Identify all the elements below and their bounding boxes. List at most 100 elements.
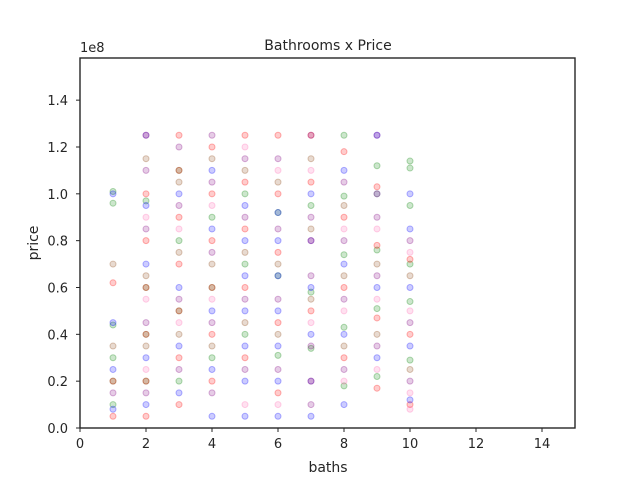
- data-point: [175, 166, 183, 174]
- data-point: [142, 401, 150, 409]
- data-point: [307, 178, 315, 186]
- data-point: [307, 202, 315, 210]
- data-point: [274, 389, 282, 397]
- data-point: [109, 405, 117, 413]
- data-point: [373, 162, 381, 170]
- data-point: [208, 283, 216, 291]
- data-point: [241, 178, 249, 186]
- data-point: [142, 342, 150, 350]
- data-point: [142, 283, 150, 291]
- data-point: [274, 155, 282, 163]
- data-point: [208, 248, 216, 256]
- data-point: [109, 190, 117, 198]
- data-point: [142, 166, 150, 174]
- data-point: [373, 295, 381, 303]
- data-point: [340, 166, 348, 174]
- data-point: [307, 295, 315, 303]
- data-point: [373, 272, 381, 280]
- data-point: [406, 396, 414, 404]
- data-point: [307, 401, 315, 409]
- data-point: [175, 354, 183, 362]
- data-point: [142, 389, 150, 397]
- data-point: [373, 314, 381, 322]
- x-axis-label: baths: [308, 460, 347, 476]
- data-point: [175, 166, 183, 174]
- data-point: [307, 237, 315, 245]
- data-point: [109, 187, 117, 195]
- y-tick-label: 0.2: [47, 375, 68, 390]
- data-point: [406, 237, 414, 245]
- data-point: [274, 225, 282, 233]
- data-point: [208, 213, 216, 221]
- data-point: [373, 213, 381, 221]
- data-point: [373, 305, 381, 313]
- data-point: [406, 190, 414, 198]
- data-point: [307, 344, 315, 352]
- data-point: [274, 131, 282, 139]
- data-point: [373, 190, 381, 198]
- data-point: [208, 202, 216, 210]
- data-point: [307, 412, 315, 420]
- data-point: [142, 330, 150, 338]
- data-point: [340, 131, 348, 139]
- data-point: [208, 225, 216, 233]
- x-tick-label: 4: [208, 437, 216, 452]
- data-point: [373, 131, 381, 139]
- plot-frame: [79, 57, 576, 429]
- data-point: [241, 319, 249, 327]
- data-point: [274, 342, 282, 350]
- data-point: [208, 330, 216, 338]
- data-point: [142, 365, 150, 373]
- data-point: [307, 213, 315, 221]
- data-point: [208, 319, 216, 327]
- data-point: [274, 365, 282, 373]
- data-point: [109, 412, 117, 420]
- y-tick-label: 1.0: [47, 188, 68, 203]
- data-point: [142, 225, 150, 233]
- data-point: [406, 389, 414, 397]
- data-point: [340, 213, 348, 221]
- data-point: [307, 190, 315, 198]
- data-point: [274, 351, 282, 359]
- data-point: [175, 178, 183, 186]
- data-point: [373, 241, 381, 249]
- data-point: [406, 225, 414, 233]
- data-point: [406, 401, 414, 409]
- data-point: [307, 307, 315, 315]
- data-point: [142, 377, 150, 385]
- data-point: [373, 342, 381, 350]
- data-point: [142, 377, 150, 385]
- data-point: [373, 246, 381, 254]
- data-point: [406, 157, 414, 165]
- data-point: [175, 202, 183, 210]
- data-point: [373, 330, 381, 338]
- data-point: [241, 260, 249, 268]
- data-point: [274, 209, 282, 217]
- data-point: [175, 143, 183, 151]
- data-point: [142, 190, 150, 198]
- data-point: [406, 365, 414, 373]
- data-point: [373, 260, 381, 268]
- data-point: [208, 283, 216, 291]
- data-point: [175, 307, 183, 315]
- data-point: [274, 260, 282, 268]
- data-point: [208, 377, 216, 385]
- data-point: [340, 251, 348, 259]
- data-point: [241, 202, 249, 210]
- data-point: [175, 377, 183, 385]
- data-point: [208, 131, 216, 139]
- data-point: [109, 321, 117, 329]
- data-point: [406, 260, 414, 268]
- x-tick-label: 2: [142, 437, 150, 452]
- data-point: [274, 237, 282, 245]
- x-tick-label: 10: [402, 437, 419, 452]
- data-point: [175, 295, 183, 303]
- data-point: [373, 354, 381, 362]
- data-point: [274, 248, 282, 256]
- y-tick-label: 1.4: [47, 94, 68, 109]
- data-point: [142, 237, 150, 245]
- data-point: [241, 342, 249, 350]
- data-point: [274, 330, 282, 338]
- data-point: [406, 307, 414, 315]
